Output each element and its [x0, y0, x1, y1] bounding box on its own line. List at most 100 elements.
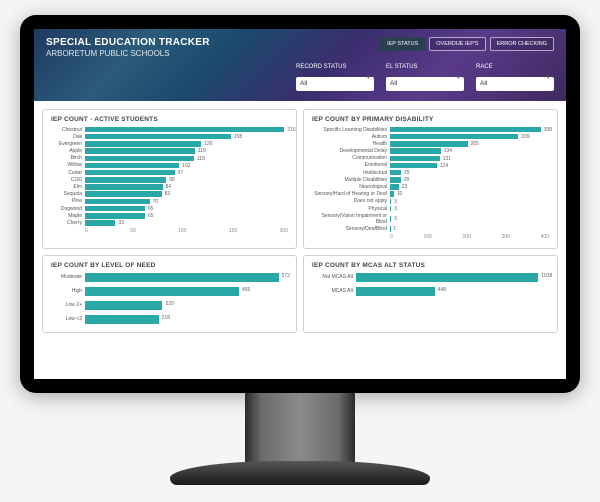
- bar-value: 205: [471, 141, 479, 147]
- bar-value: 398: [544, 127, 552, 133]
- bar-value: 1: [393, 226, 396, 232]
- bar-row: Autism339: [312, 134, 549, 140]
- bar-track: 205: [390, 141, 549, 147]
- bar-row: COD88: [51, 177, 288, 183]
- bar-track: 158: [85, 134, 288, 140]
- bar-label: Pine: [51, 198, 85, 204]
- el-status-select[interactable]: All: [386, 77, 464, 91]
- bar-value: 126: [204, 141, 212, 147]
- bar-fill: [390, 127, 541, 133]
- monitor-bezel: SPECIAL EDUCATION TRACKER ARBORETUM PUBL…: [20, 15, 580, 393]
- race-select[interactable]: All: [476, 77, 554, 91]
- bar-value: 572: [282, 273, 290, 279]
- panel-title: IEP COUNT - ACTIVE STUDENTS: [51, 116, 288, 123]
- bar-value: 28: [404, 177, 410, 183]
- bar-label: Developmental Delay: [312, 148, 390, 154]
- bar-label: Low <2: [51, 316, 85, 322]
- axis-tick: 400: [541, 234, 549, 240]
- bar-track: 126: [85, 141, 288, 147]
- panel-title: IEP COUNT BY LEVEL OF NEED: [51, 262, 288, 269]
- bar-fill: [390, 184, 399, 190]
- axis-tick: 100: [423, 234, 431, 240]
- bar-value: 65: [148, 206, 154, 212]
- bar-label: COD: [51, 177, 85, 183]
- bar-track: 134: [390, 148, 549, 154]
- bar-fill: [85, 134, 231, 140]
- bar-label: Evergreen: [51, 141, 85, 147]
- bar-track: 83: [85, 191, 288, 197]
- bar-label: Sensory/Hard of Hearing or Deaf: [312, 191, 390, 197]
- bar-row: Sensory/DeafBlind1: [312, 226, 549, 232]
- bar-row: Oak158: [51, 134, 288, 140]
- dashboard-grid: IEP COUNT - ACTIVE STUDENTS Chestnut216O…: [34, 101, 566, 341]
- bar-value: 1038: [541, 273, 552, 279]
- bar-row: Sensory/Vision Impairment or Blind3: [312, 213, 549, 225]
- bar-track: 1038: [356, 273, 549, 282]
- bar-label: Cherry: [51, 220, 85, 226]
- bar-row: Willow 102: [51, 162, 288, 168]
- bar-fill: [85, 127, 284, 133]
- bar-fill: [85, 170, 175, 176]
- bar-label: Intellectual: [312, 170, 390, 176]
- bar-value: 3: [394, 206, 397, 212]
- title-block: SPECIAL EDUCATION TRACKER ARBORETUM PUBL…: [46, 37, 210, 58]
- monitor-stand-base: [170, 461, 430, 485]
- bar-value: 448: [438, 287, 446, 293]
- bar-track: 33: [85, 220, 288, 226]
- bar-row: Apple119: [51, 148, 288, 154]
- axis-tick: 0: [390, 234, 393, 240]
- bar-track: 339: [390, 134, 549, 140]
- bar-track: 3: [390, 206, 549, 212]
- bar-track: 23: [390, 184, 549, 190]
- bar-row: Maple65: [51, 213, 288, 219]
- bar-track: 218: [85, 315, 288, 324]
- filter-record-status: RECORD STATUS All: [296, 64, 374, 91]
- bar-fill: [85, 287, 239, 296]
- bar-track: 102: [85, 163, 288, 169]
- bar-fill: [390, 156, 440, 162]
- bar-label: Oak: [51, 134, 85, 140]
- iep-status-button[interactable]: IEP STATUS: [380, 37, 425, 51]
- bar-label: High: [51, 288, 85, 294]
- bar-fill: [390, 148, 441, 154]
- error-checking-button[interactable]: ERROR CHECKING: [490, 37, 554, 51]
- bar-row: Evergreen 126: [51, 141, 288, 147]
- bar-fill: [390, 199, 391, 205]
- bar-fill: [390, 163, 437, 169]
- axis-tick: 200: [463, 234, 471, 240]
- bar-row: Moderate572: [51, 273, 288, 282]
- bar-value: 339: [521, 134, 529, 140]
- bar-track: 131: [390, 156, 549, 162]
- axis-tick: 0: [85, 228, 88, 234]
- bar-fill: [85, 213, 145, 219]
- bar-row: Specific Learning Disabilities398: [312, 127, 549, 133]
- bar-row: Dogwood65: [51, 206, 288, 212]
- bar-label: MCAS Alt: [312, 288, 356, 294]
- bar-row: Low <2218: [51, 315, 288, 324]
- bar-fill: [390, 216, 391, 222]
- bar-label: Not MCAS Alt: [312, 274, 356, 280]
- bar-row: Cedar97: [51, 170, 288, 176]
- bar-fill: [85, 220, 115, 226]
- bar-track: 229: [85, 301, 288, 310]
- bar-track: 1: [390, 226, 549, 232]
- app-title: SPECIAL EDUCATION TRACKER: [46, 37, 210, 48]
- bar-row: MCAS Alt 448: [312, 287, 549, 296]
- bar-row: Developmental Delay134: [312, 148, 549, 154]
- screen: SPECIAL EDUCATION TRACKER ARBORETUM PUBL…: [34, 29, 566, 379]
- bar-row: Low 2+229: [51, 301, 288, 310]
- bar-row: Sensory/Hard of Hearing or Deaf10: [312, 191, 549, 197]
- bar-label: Willow: [51, 162, 85, 168]
- bar-track: 455: [85, 287, 288, 296]
- bar-value: 102: [182, 163, 190, 169]
- overdue-ieps-button[interactable]: OVERDUE IEP'S: [429, 37, 485, 51]
- bar-label: Elm: [51, 184, 85, 190]
- filter-el-status: EL STATUS All: [386, 64, 464, 91]
- bar-row: Communication131: [312, 155, 549, 161]
- bar-track: 65: [85, 206, 288, 212]
- record-status-select[interactable]: All: [296, 77, 374, 91]
- bar-value: 97: [178, 170, 184, 176]
- bar-row: High455: [51, 287, 288, 296]
- bar-label: Communication: [312, 155, 390, 161]
- filter-row: RECORD STATUS All EL STATUS All RACE All: [46, 64, 554, 91]
